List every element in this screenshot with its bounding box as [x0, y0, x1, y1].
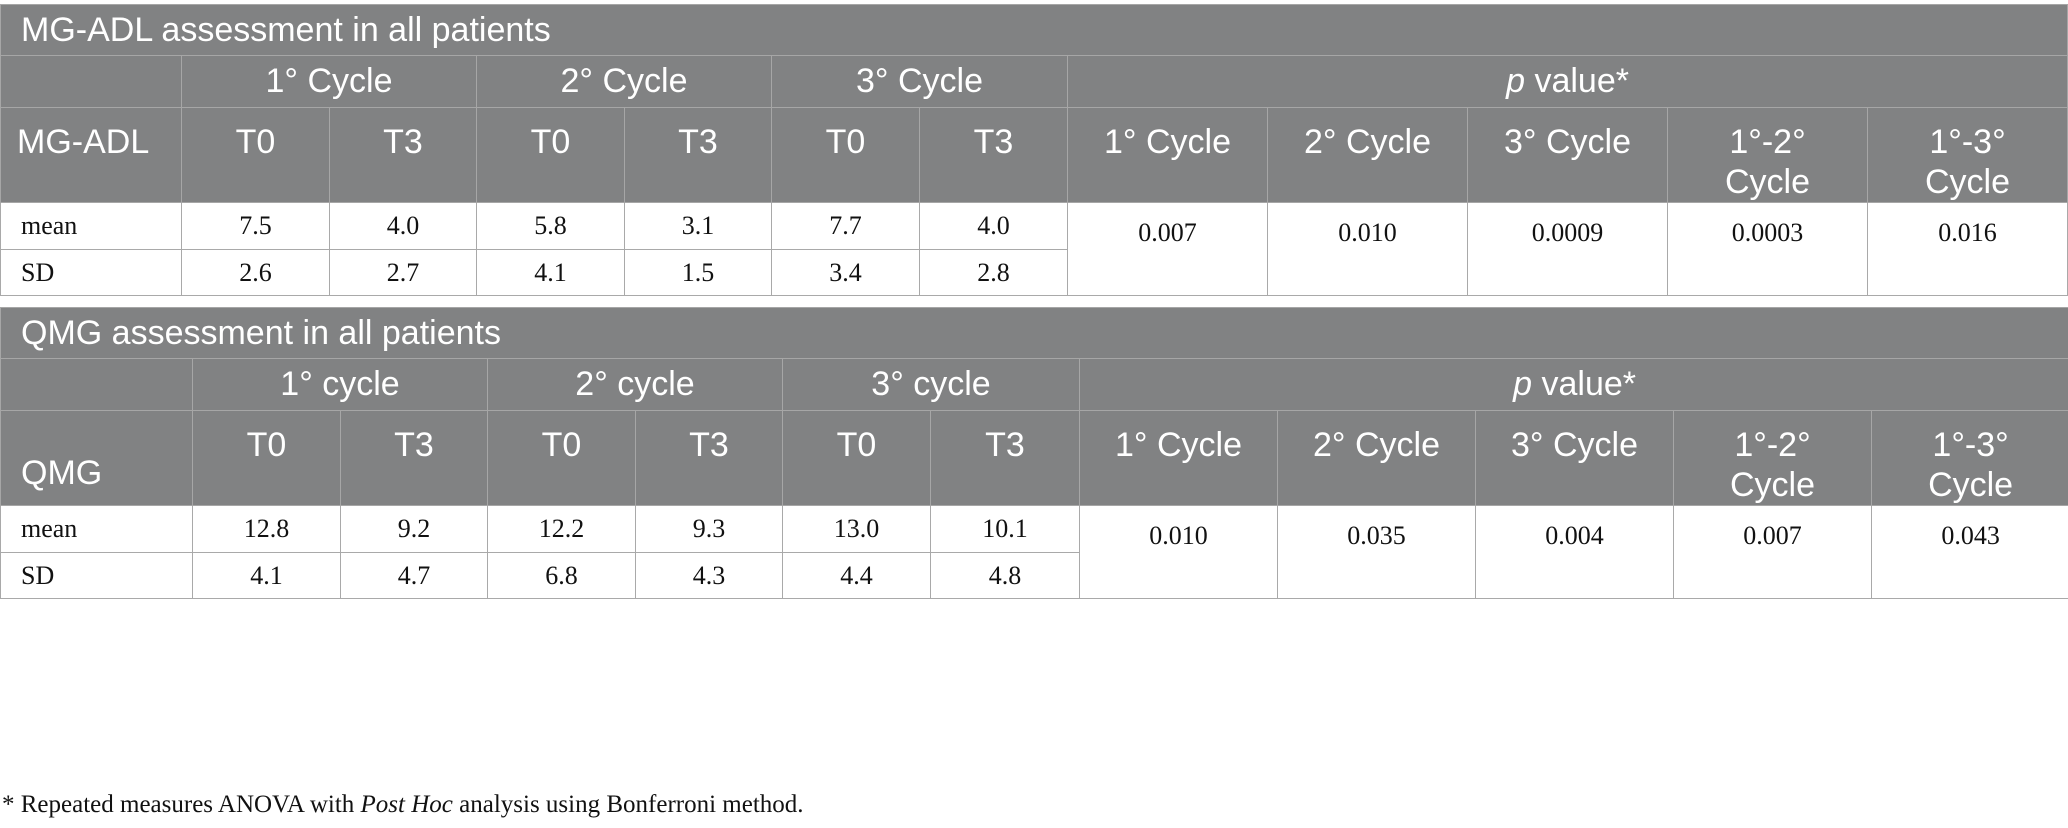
- p-value-cell: 0.043: [1870, 505, 2068, 599]
- timepoint-header: T0: [771, 107, 920, 203]
- table-title: MG-ADL assessment in all patients: [0, 4, 2068, 56]
- mg-adl-table: MG-ADL assessment in all patients 1° Cyc…: [0, 4, 2068, 296]
- p-column-header: 1°-2° Cycle: [1673, 410, 1872, 506]
- table-footnote: * Repeated measures ANOVA with Post Hoc …: [2, 791, 804, 819]
- qmg-table: QMG assessment in all patients 1° cycle …: [0, 307, 2068, 599]
- timepoint-header: T3: [329, 107, 477, 203]
- row-header: MG-ADL: [0, 107, 182, 203]
- table-cell: 13.0: [782, 505, 931, 553]
- table-cell: 6.8: [487, 552, 636, 599]
- table-cell: 10.1: [930, 505, 1080, 553]
- p-column-header: 1°-3° Cycle: [1866, 107, 2068, 203]
- cycle-header: 1° cycle: [192, 358, 488, 411]
- p-value-header: p value*: [1066, 55, 2068, 108]
- table-cell: 3.1: [624, 202, 772, 250]
- p-value-cell: 0.010: [1079, 505, 1278, 599]
- cycle-header: 3° cycle: [782, 358, 1080, 411]
- p-column-header: 3° Cycle: [1475, 410, 1674, 506]
- table-cell: 9.2: [340, 505, 488, 553]
- p-value-header-rest: value*: [1532, 365, 1637, 403]
- table-cell: 4.4: [782, 552, 931, 599]
- table-cell: 9.3: [635, 505, 783, 553]
- table-cell: 4.1: [476, 249, 625, 296]
- footnote-italic: Post Hoc: [360, 791, 453, 818]
- timepoint-header: T3: [340, 410, 488, 506]
- p-value-cell: 0.007: [1673, 505, 1872, 599]
- p-column-header: 2° Cycle: [1277, 410, 1476, 506]
- p-italic: p: [1506, 62, 1525, 100]
- table-cell: 5.8: [476, 202, 625, 250]
- p-value-header-rest: value*: [1525, 62, 1629, 100]
- footnote-prefix: * Repeated measures ANOVA with: [2, 791, 361, 818]
- table-cell: 4.3: [635, 552, 783, 599]
- p-column-header: 1°-3° Cycle: [1870, 410, 2068, 506]
- row-label-sd: SD: [0, 249, 182, 296]
- table-cell: 2.6: [181, 249, 330, 296]
- table-cell: 4.7: [340, 552, 488, 599]
- header-empty-cell: [0, 55, 182, 108]
- timepoint-header: T3: [635, 410, 783, 506]
- p-value-cell: 0.004: [1475, 505, 1674, 599]
- table-cell: 7.7: [771, 202, 920, 250]
- p-italic: p: [1513, 365, 1533, 403]
- timepoint-header: T0: [487, 410, 636, 506]
- table-cell: 12.2: [487, 505, 636, 553]
- p-column-header: 3° Cycle: [1467, 107, 1668, 203]
- row-label-mean: mean: [0, 202, 182, 250]
- row-header: QMG: [0, 410, 193, 506]
- p-value-cell: 0.035: [1277, 505, 1476, 599]
- cycle-header: 3° Cycle: [771, 55, 1068, 108]
- p-column-header: 1° Cycle: [1079, 410, 1278, 506]
- cycle-header: 1° Cycle: [181, 55, 477, 108]
- row-label-mean: mean: [0, 505, 193, 553]
- timepoint-header: T0: [476, 107, 625, 203]
- table-cell: 7.5: [181, 202, 330, 250]
- timepoint-header: T3: [919, 107, 1068, 203]
- table-cell: 1.5: [624, 249, 772, 296]
- cycle-header: 2° Cycle: [476, 55, 772, 108]
- table-cell: 4.8: [930, 552, 1080, 599]
- timepoint-header: T0: [782, 410, 931, 506]
- p-value-cell: 0.0003: [1667, 202, 1868, 296]
- header-empty-cell: [0, 358, 193, 411]
- table-cell: 4.0: [919, 202, 1068, 250]
- table-cell: 2.7: [329, 249, 477, 296]
- p-value-cell: 0.0009: [1467, 202, 1668, 296]
- table-cell: 4.1: [192, 552, 341, 599]
- p-column-header: 1°-2° Cycle: [1667, 107, 1868, 203]
- p-column-header: 2° Cycle: [1267, 107, 1468, 203]
- p-value-cell: 0.010: [1267, 202, 1468, 296]
- footnote-suffix: analysis using Bonferroni method.: [452, 791, 804, 818]
- timepoint-header: T3: [624, 107, 772, 203]
- timepoint-header: T0: [192, 410, 341, 506]
- table-cell: 12.8: [192, 505, 341, 553]
- timepoint-header: T3: [930, 410, 1080, 506]
- table-cell: 3.4: [771, 249, 920, 296]
- table-title: QMG assessment in all patients: [0, 307, 2068, 359]
- p-value-header: p value*: [1078, 358, 2068, 411]
- table-cell: 4.0: [329, 202, 477, 250]
- row-label-sd: SD: [0, 552, 193, 599]
- timepoint-header: T0: [181, 107, 330, 203]
- p-value-cell: 0.007: [1067, 202, 1268, 296]
- p-column-header: 1° Cycle: [1067, 107, 1268, 203]
- p-value-cell: 0.016: [1866, 202, 2068, 296]
- table-cell: 2.8: [919, 249, 1068, 296]
- cycle-header: 2° cycle: [487, 358, 783, 411]
